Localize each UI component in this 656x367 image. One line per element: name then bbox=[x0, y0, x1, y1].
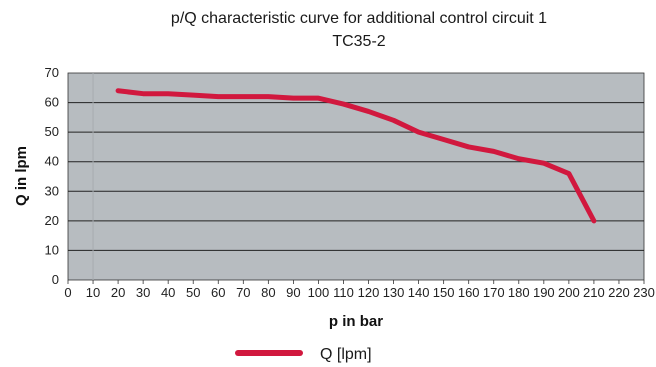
x-tick-label: 20 bbox=[111, 285, 125, 300]
plot-area bbox=[67, 72, 645, 281]
x-tick-label: 70 bbox=[236, 285, 250, 300]
data-point bbox=[266, 95, 270, 99]
x-tick-label: 160 bbox=[458, 285, 480, 300]
data-point bbox=[291, 96, 295, 100]
data-point bbox=[341, 102, 345, 106]
legend-label: Q [lpm] bbox=[320, 346, 372, 363]
y-axis: 0 10 20 30 40 50 60 70 bbox=[45, 65, 59, 287]
x-tick-label: 80 bbox=[261, 285, 275, 300]
y-tick-label: 20 bbox=[45, 213, 59, 228]
x-tick-label: 200 bbox=[558, 285, 580, 300]
y-tick-label: 40 bbox=[45, 154, 59, 169]
y-tick-label: 70 bbox=[45, 65, 59, 80]
x-tick-label: 220 bbox=[608, 285, 630, 300]
x-tick-label: 50 bbox=[186, 285, 200, 300]
data-point bbox=[542, 161, 546, 165]
y-tick-label: 0 bbox=[52, 272, 59, 287]
x-tick-label: 0 bbox=[64, 285, 71, 300]
data-point bbox=[116, 89, 120, 93]
data-point bbox=[216, 95, 220, 99]
x-tick-label: 60 bbox=[211, 285, 225, 300]
y-tick-label: 10 bbox=[45, 242, 59, 257]
x-tick-label: 190 bbox=[533, 285, 555, 300]
x-tick-label: 170 bbox=[483, 285, 505, 300]
data-point bbox=[517, 157, 521, 161]
data-point bbox=[567, 172, 571, 176]
data-point bbox=[467, 145, 471, 149]
x-tick-label: 210 bbox=[583, 285, 605, 300]
data-point bbox=[316, 96, 320, 100]
chart-title: p/Q characteristic curve for additional … bbox=[171, 10, 547, 27]
x-tick-label: 30 bbox=[136, 285, 150, 300]
x-tick-label: 230 bbox=[633, 285, 655, 300]
x-tick-label: 130 bbox=[383, 285, 405, 300]
grid-lines bbox=[68, 73, 644, 280]
data-point bbox=[492, 149, 496, 153]
data-point bbox=[241, 95, 245, 99]
x-tick-label: 90 bbox=[286, 285, 300, 300]
chart-subtitle: TC35-2 bbox=[332, 33, 385, 50]
x-tick-label: 40 bbox=[161, 285, 175, 300]
data-point bbox=[141, 92, 145, 96]
data-point bbox=[191, 93, 195, 97]
x-tick-label: 180 bbox=[508, 285, 530, 300]
data-point bbox=[592, 219, 596, 223]
legend: Q [lpm] bbox=[235, 346, 372, 363]
data-point bbox=[367, 109, 371, 113]
y-axis-label: Q in lpm bbox=[13, 146, 30, 206]
y-tick-label: 30 bbox=[45, 183, 59, 198]
y-tick-label: 60 bbox=[45, 95, 59, 110]
data-point bbox=[392, 118, 396, 122]
data-point bbox=[442, 138, 446, 142]
x-tick-label: 110 bbox=[333, 285, 354, 300]
data-point bbox=[166, 92, 170, 96]
x-tick-label: 10 bbox=[86, 285, 100, 300]
x-tick-label: 140 bbox=[408, 285, 430, 300]
y-tick-label: 50 bbox=[45, 124, 59, 139]
x-tick-label: 150 bbox=[433, 285, 455, 300]
x-axis: 0 10 20 30 40 50 60 70 80 90 100 110 120 130 140 150 160… bbox=[64, 280, 655, 300]
x-axis-label: p in bar bbox=[329, 313, 383, 330]
x-tick-label: 120 bbox=[358, 285, 380, 300]
series-layer bbox=[115, 88, 597, 224]
data-point bbox=[417, 130, 421, 134]
series-line bbox=[115, 88, 597, 224]
x-tick-label: 100 bbox=[308, 285, 330, 300]
